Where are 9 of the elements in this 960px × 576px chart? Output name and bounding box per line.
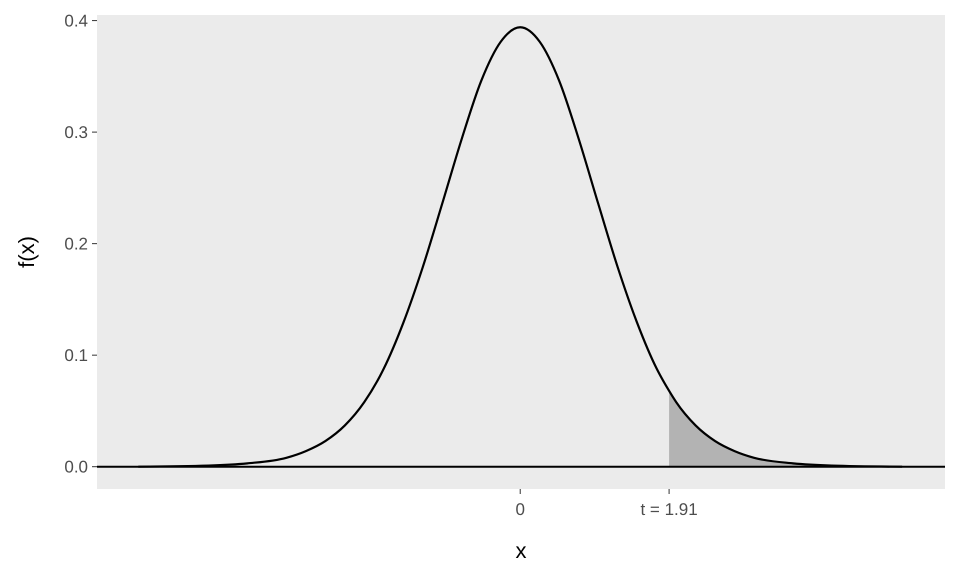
y-tick-label: 0.2 <box>64 234 88 254</box>
x-tick-label: t = 1.91 <box>640 500 698 519</box>
y-axis-title: f(x) <box>14 236 39 268</box>
y-tick-label: 0.3 <box>64 123 88 142</box>
x-tick-label: 0 <box>515 500 525 519</box>
y-tick-label: 0.1 <box>64 346 88 366</box>
x-axis-title: x <box>516 538 526 563</box>
y-tick-label: 0.4 <box>64 12 88 31</box>
y-tick-label: 0.0 <box>64 458 88 477</box>
